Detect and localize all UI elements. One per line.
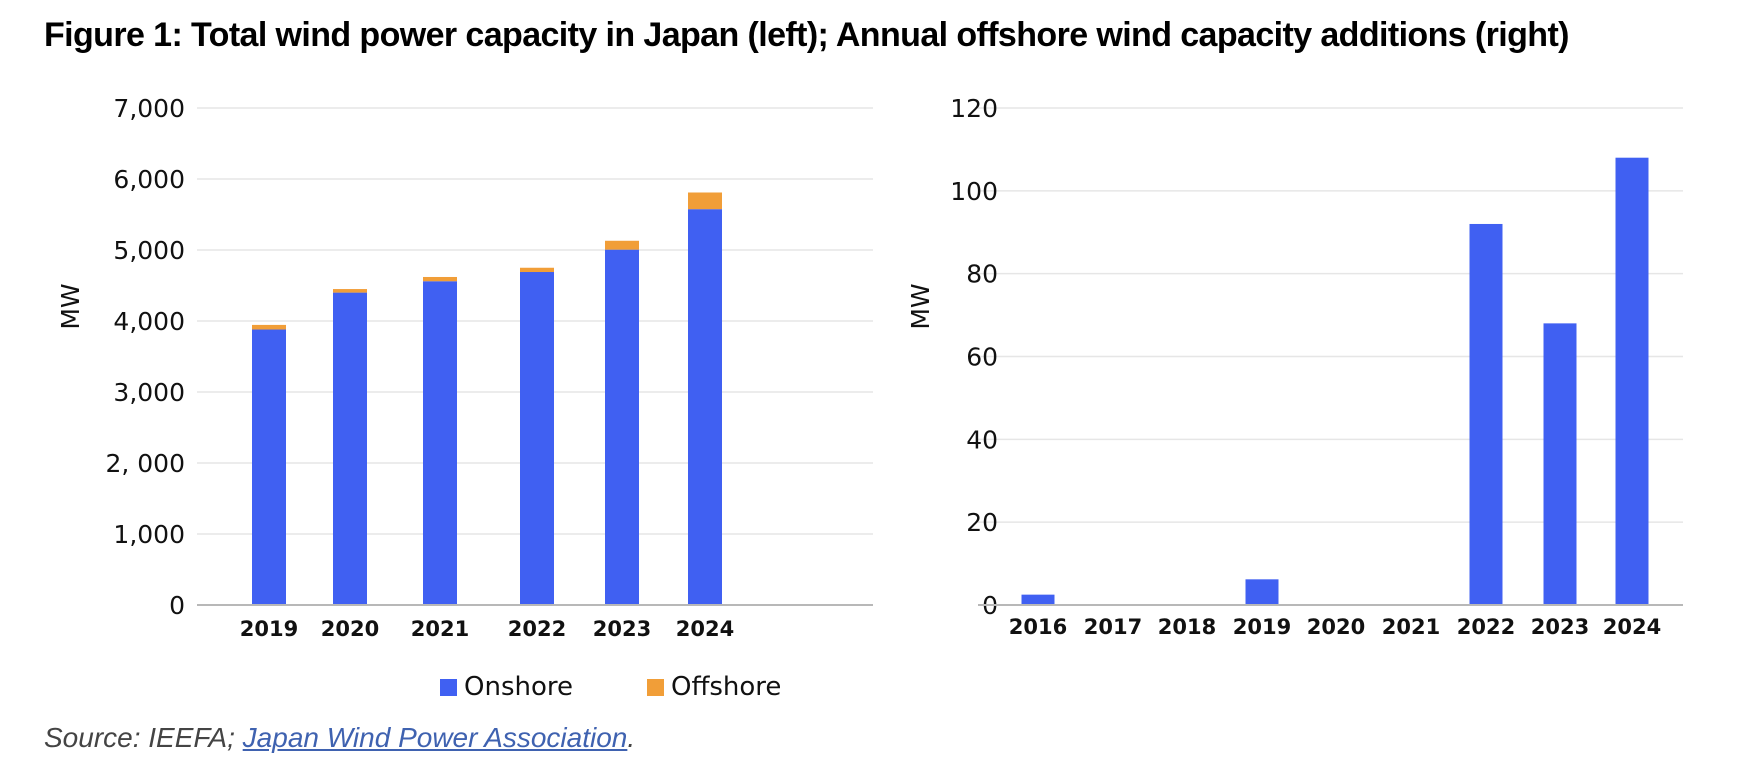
bar-offshore-2019	[252, 324, 286, 330]
legend: Onshore Offshore	[440, 672, 781, 702]
bar-offshore-2023	[1543, 323, 1577, 605]
bar-offshore-2024	[1615, 157, 1649, 605]
x-tick-label: 2022	[1457, 615, 1515, 639]
x-tick-label: 2018	[1158, 615, 1216, 639]
x-tick-label: 2024	[676, 617, 734, 641]
source-note: Source: IEEFA; Japan Wind Power Associat…	[44, 722, 635, 754]
x-tick-label: 2020	[321, 617, 379, 641]
bar-offshore-2024	[688, 192, 722, 210]
y-tick-label: 40	[966, 425, 998, 454]
x-tick-label: 2019	[1233, 615, 1291, 639]
y-axis-label: MW	[906, 283, 935, 329]
legend-item-offshore: Offshore	[647, 672, 781, 702]
source-suffix: .	[627, 722, 636, 753]
y-tick-label: 20	[966, 508, 998, 537]
y-tick-label: 100	[950, 177, 998, 206]
legend-label-offshore: Offshore	[671, 672, 782, 702]
legend-item-onshore: Onshore	[440, 672, 573, 702]
x-tick-label: 2023	[593, 617, 651, 641]
y-tick-label: 60	[966, 343, 998, 372]
bar-offshore-2023	[605, 240, 639, 250]
legend-swatch-onshore	[440, 678, 457, 696]
x-tick-label: 2016	[1009, 615, 1067, 639]
x-tick-label: 2022	[508, 617, 566, 641]
bar-offshore-2021	[423, 276, 457, 282]
x-tick-label: 2024	[1603, 615, 1661, 639]
bar-offshore-2022	[520, 267, 554, 273]
bar-onshore-2020	[333, 292, 367, 605]
legend-label-onshore: Onshore	[464, 672, 573, 702]
x-tick-label: 2023	[1531, 615, 1589, 639]
y-tick-label: 0	[169, 591, 185, 620]
bar-offshore-2019	[1245, 579, 1279, 605]
y-axis-label: MW	[56, 283, 85, 329]
y-tick-label: 4,000	[113, 307, 185, 336]
figure-title: Figure 1: Total wind power capacity in J…	[44, 16, 1570, 54]
source-prefix: Source: IEEFA;	[44, 722, 243, 753]
y-tick-label: 7,000	[113, 94, 185, 123]
source-link[interactable]: Japan Wind Power Association	[242, 722, 628, 753]
y-tick-label: 5,000	[113, 236, 185, 265]
bar-onshore-2023	[605, 249, 639, 605]
y-tick-label: 120	[950, 94, 998, 123]
x-tick-label: 2021	[411, 617, 469, 641]
legend-swatch-offshore	[647, 678, 664, 696]
bar-onshore-2022	[520, 272, 554, 605]
bar-offshore-2016	[1021, 594, 1055, 605]
y-tick-label: 2, 000	[105, 449, 185, 478]
bar-onshore-2024	[688, 209, 722, 606]
y-tick-label: 80	[966, 260, 998, 289]
bar-onshore-2021	[423, 281, 457, 605]
bar-offshore-2022	[1469, 223, 1503, 605]
y-tick-label: 1,000	[113, 520, 185, 549]
bar-onshore-2019	[252, 329, 286, 605]
x-tick-label: 2021	[1382, 615, 1440, 639]
y-tick-label: 3,000	[113, 378, 185, 407]
bar-offshore-2020	[333, 289, 367, 293]
x-tick-label: 2020	[1307, 615, 1365, 639]
x-tick-label: 2019	[240, 617, 298, 641]
x-tick-label: 2017	[1084, 615, 1142, 639]
y-tick-label: 6,000	[113, 165, 185, 194]
